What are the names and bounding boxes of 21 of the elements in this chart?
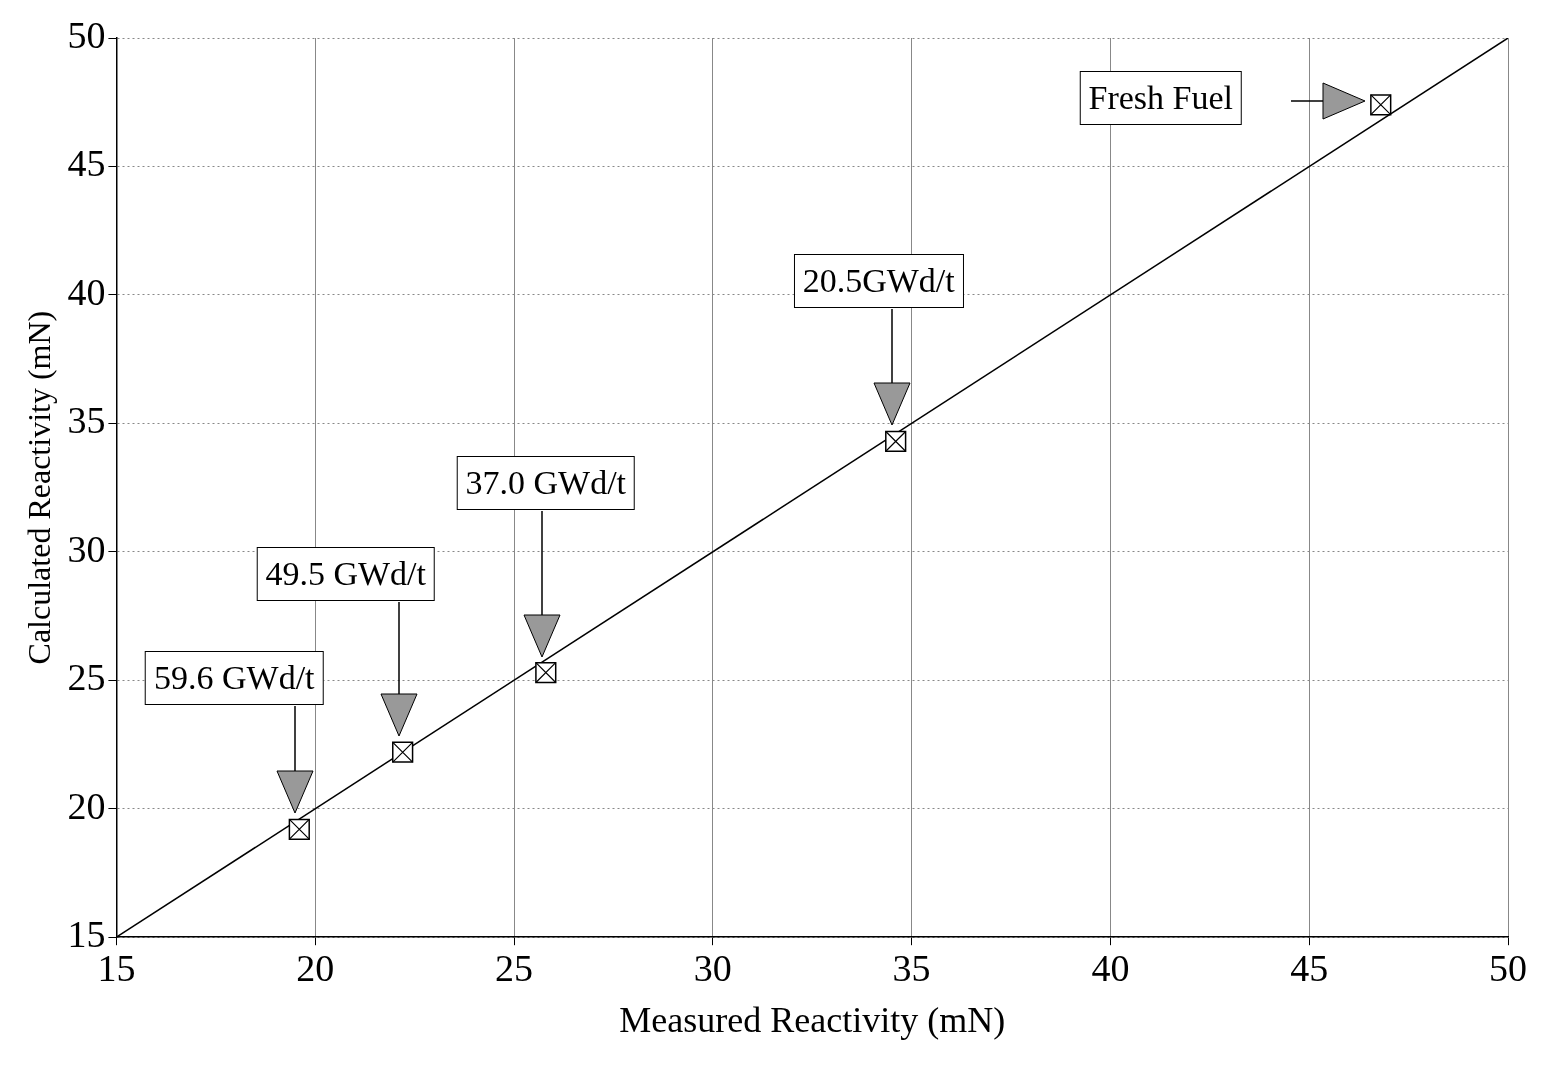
annotation: 20.5GWd/t [793, 254, 964, 309]
y-axis-title: Calculated Reactivity (mN) [20, 310, 57, 665]
x-tick-label: 45 [1290, 946, 1329, 989]
y-tick-label: 45 [67, 142, 106, 185]
x-axis-title: Measured Reactivity (mN) [619, 999, 1006, 1040]
y-tick-label: 25 [67, 656, 106, 699]
x-tick-label: 35 [892, 946, 931, 989]
x-tick-label: 20 [296, 946, 335, 989]
x-tick-label: 40 [1091, 946, 1130, 989]
x-tick-label: 30 [693, 946, 732, 989]
y-tick-label: 20 [67, 784, 106, 827]
x-tick-label: 25 [495, 946, 533, 989]
y-tick-label: 30 [67, 527, 106, 570]
annotation: Fresh Fuel [1079, 70, 1243, 125]
annotation: 59.6 GWd/t [145, 651, 324, 706]
y-tick-label: 40 [67, 270, 106, 313]
y-tick-label: 35 [67, 399, 106, 442]
y-tick-label: 50 [67, 13, 106, 56]
annotation: 49.5 GWd/t [256, 547, 435, 602]
x-tick-label: 50 [1489, 946, 1527, 989]
annotation: 37.0 GWd/t [456, 455, 636, 510]
